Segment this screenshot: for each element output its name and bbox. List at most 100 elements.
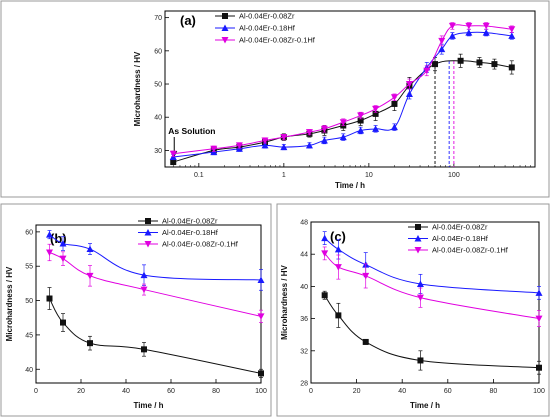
panel0-data-point bbox=[261, 141, 269, 149]
panel1-ytick-label: 50 bbox=[25, 298, 33, 305]
panel1-ytick-label: 60 bbox=[25, 229, 33, 236]
panel2-data-point bbox=[362, 338, 369, 345]
panel1-series-1: Al-0.04Er-0.18Hf bbox=[46, 228, 265, 291]
panel0-data-point bbox=[482, 22, 490, 30]
panel2-data-point bbox=[416, 280, 424, 287]
panel2-data-point bbox=[416, 294, 424, 302]
panel1-x-axis-label: Time / h bbox=[133, 401, 163, 410]
panel1-y-axis-label: Microhardness / HV bbox=[5, 266, 14, 341]
panel0-data-point bbox=[169, 150, 177, 158]
panel0-data-point bbox=[405, 81, 413, 88]
panel0-data-point bbox=[391, 100, 398, 107]
panel2-legend-label: Al-0.04Er-0.08Zr bbox=[432, 223, 488, 232]
panel1-data-point bbox=[257, 313, 265, 320]
panel1-xtick-label: 60 bbox=[167, 388, 175, 395]
panel1-legend-marker bbox=[144, 229, 152, 236]
panel0-legend-label: Al-0.04Er-0.18Hf bbox=[239, 24, 296, 33]
panel2-xtick-label: 60 bbox=[444, 388, 452, 395]
panel1-data-point bbox=[59, 255, 67, 263]
panel2-series-line bbox=[324, 253, 540, 320]
panel2-xtick-label: 100 bbox=[533, 388, 545, 395]
panel0-legend-label: Al-0.04Er-0.08Zr bbox=[239, 12, 295, 21]
panel0-data-point bbox=[405, 90, 413, 97]
panel2-data-point bbox=[535, 315, 543, 323]
panel1-chart: 0 20 40 60 80 100 40 45 50 55 60 Time / h Microhardn… bbox=[5, 217, 267, 410]
panel-b-frame bbox=[0, 203, 272, 417]
panel1-data-point bbox=[46, 231, 53, 238]
panel1-series-line bbox=[49, 234, 262, 281]
panel0-y-axis-label: Microhardness / HV bbox=[133, 51, 142, 126]
panel1-series-line bbox=[49, 298, 262, 374]
panel0-annotation: As Solution bbox=[168, 126, 215, 136]
panel1-legend-marker bbox=[145, 218, 151, 224]
panel0-data-point bbox=[508, 64, 515, 71]
panel2-series-0: Al-0.04Er-0.08Zr bbox=[321, 223, 542, 375]
panel0-data-point bbox=[465, 29, 473, 36]
panel1-ytick-label: 40 bbox=[25, 367, 33, 374]
panel0-ytick-label: 70 bbox=[154, 15, 162, 22]
panel0-data-point bbox=[432, 61, 439, 68]
panel2-ytick-label: 44 bbox=[300, 252, 308, 259]
panel0-data-point bbox=[465, 22, 473, 30]
panel1-series-line bbox=[49, 252, 262, 317]
panel2-series-line bbox=[324, 237, 540, 294]
panel0-data-point bbox=[372, 110, 379, 117]
panel0-data-point bbox=[448, 32, 456, 39]
panel0-data-point bbox=[448, 22, 456, 30]
panel0-data-point bbox=[320, 136, 328, 144]
panel0-xtick-label: 0.1 bbox=[194, 172, 204, 179]
panel2-data-point bbox=[321, 292, 328, 299]
panel0-xtick-label: 1 bbox=[282, 172, 286, 179]
panel2-data-point bbox=[334, 264, 342, 271]
panel0-data-point bbox=[438, 37, 446, 45]
panel0-data-point bbox=[508, 26, 516, 33]
panel1-data-point bbox=[46, 249, 53, 256]
panel2-series-2: Al-0.04Er-0.08Zr-0.1Hf bbox=[321, 246, 543, 327]
panel2-legend-marker bbox=[415, 224, 421, 230]
panel1-xtick-label: 80 bbox=[212, 388, 220, 395]
panel1-ytick-label: 45 bbox=[25, 332, 33, 339]
panel1-data-point bbox=[86, 272, 94, 280]
panel0-data-point bbox=[280, 134, 288, 141]
panel2-ytick-label: 36 bbox=[300, 316, 308, 323]
panel2-data-point bbox=[321, 250, 329, 257]
panel0-data-point bbox=[438, 45, 446, 53]
panel2-data-point bbox=[417, 357, 424, 364]
panel0-data-point bbox=[390, 123, 398, 131]
panel2-axes-box bbox=[310, 221, 540, 384]
panel0-legend-marker bbox=[221, 37, 229, 44]
panel0-data-point bbox=[390, 94, 398, 101]
panel0-data-point bbox=[305, 141, 313, 149]
panel0-xtick-label: 100 bbox=[448, 172, 460, 179]
panel0-series-2: Al-0.04Er-0.08Zr-0.1Hf bbox=[169, 22, 516, 158]
panel1-xtick-label: 20 bbox=[77, 388, 85, 395]
panel2-series-line bbox=[324, 294, 540, 369]
panel1-data-point bbox=[86, 245, 94, 253]
chart-layer: 0.1 1 10 100 30 40 50 60 70 Time / h Microhardness… bbox=[5, 10, 545, 410]
panel0-ytick-label: 30 bbox=[154, 148, 162, 155]
panel0-series-line bbox=[173, 60, 512, 163]
panel0-data-point bbox=[508, 32, 516, 39]
panel1-legend-label: Al-0.04Er-0.08Zr-0.1Hf bbox=[162, 240, 239, 249]
panel0-axes-box bbox=[164, 10, 536, 168]
panel2-ytick-label: 32 bbox=[300, 348, 308, 355]
panel2-x-axis-label: Time / h bbox=[410, 401, 440, 410]
panel0-data-point bbox=[372, 105, 380, 113]
panel1-legend-label: Al-0.04Er-0.08Zr bbox=[162, 217, 218, 226]
panel-c-frame bbox=[276, 203, 550, 417]
panel0-data-point bbox=[170, 159, 177, 166]
panel2-series-1: Al-0.04Er-0.18Hf bbox=[321, 231, 543, 300]
panel1-xtick-label: 0 bbox=[34, 388, 38, 395]
panel2-ytick-label: 28 bbox=[300, 381, 308, 388]
panel2-ytick-label: 40 bbox=[300, 284, 308, 291]
panel0-ytick-label: 60 bbox=[154, 48, 162, 55]
panel1-data-point bbox=[46, 295, 53, 302]
panel0-legend-label: Al-0.04Er-0.08Zr-0.1Hf bbox=[239, 36, 316, 45]
panel0-data-point bbox=[357, 126, 365, 134]
panel1-data-point bbox=[59, 240, 67, 247]
panel2-legend-label: Al-0.04Er-0.08Zr-0.1Hf bbox=[432, 246, 509, 255]
panel1-legend-marker bbox=[144, 241, 152, 248]
panel2-legend-marker bbox=[414, 247, 422, 254]
panel2-data-point bbox=[536, 364, 542, 371]
panel1-legend-label: Al-0.04Er-0.18Hf bbox=[162, 228, 219, 237]
